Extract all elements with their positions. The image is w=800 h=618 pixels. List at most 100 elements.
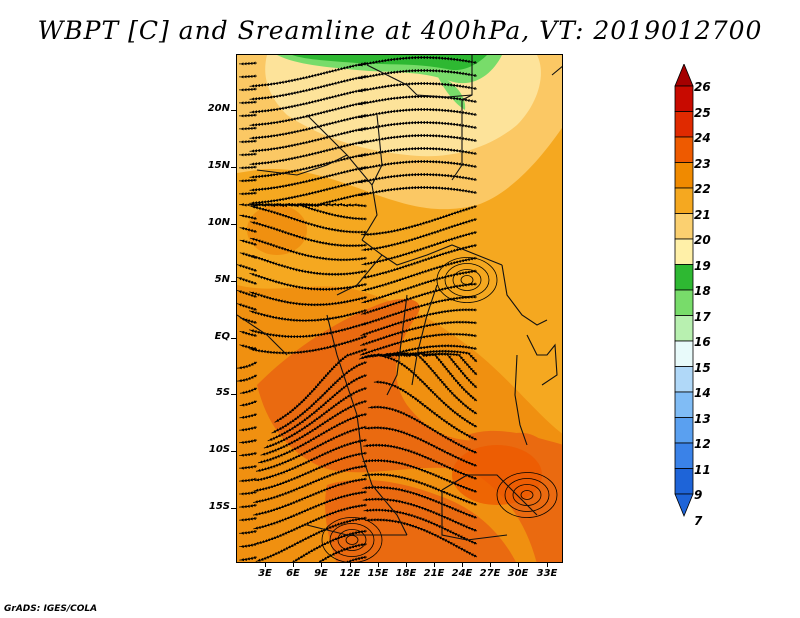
lon-label: 21E (423, 568, 445, 579)
lon-tick (265, 563, 266, 567)
streamline (239, 529, 258, 535)
streamline-vortex (436, 257, 498, 303)
colorbar-segment (674, 111, 694, 138)
lon-label: 33E (536, 568, 558, 579)
colorbar-scale (674, 62, 694, 518)
country-boundaries (237, 55, 562, 541)
colorbar-label: 25 (694, 105, 711, 120)
colorbar-top-arrow (674, 62, 694, 87)
colorbar-label: 14 (694, 386, 711, 400)
colorbar-label: 20 (694, 233, 711, 247)
lon-tick (406, 563, 407, 567)
streamline-vortex (460, 275, 474, 285)
streamline (239, 464, 258, 470)
colorbar-segment (674, 340, 694, 367)
colorbar-segment (674, 366, 694, 393)
streamline (357, 146, 478, 158)
lat-label: 5S (215, 387, 230, 398)
streamline (239, 490, 258, 496)
colorbar-label: 19 (694, 258, 711, 273)
streamline (249, 272, 368, 291)
colorbar-label: 26 (694, 80, 711, 94)
lon-tick (434, 563, 435, 567)
lat-tick (231, 224, 236, 225)
streamline-vortex (444, 263, 490, 297)
lon-label: 24E (451, 568, 473, 579)
streamline-vortex (337, 529, 367, 551)
streamline (239, 516, 258, 522)
wbpt-field-map (237, 55, 562, 562)
lon-label: 15E (367, 568, 389, 579)
colorbar-segment (674, 315, 694, 342)
colorbar-label: 18 (694, 284, 711, 298)
map-panel (236, 54, 563, 563)
streamline-vortex (321, 517, 383, 562)
field-23-patch-sw (542, 480, 562, 562)
streamline (357, 172, 478, 184)
streamline (345, 555, 368, 562)
lon-tick (518, 563, 519, 567)
lon-label: 6E (286, 568, 300, 579)
streamline-vortex (496, 472, 558, 518)
colorbar-label: 11 (694, 462, 711, 477)
colorbar-segment (674, 442, 694, 469)
colorbar-label: 24 (694, 131, 711, 145)
lat-label: EQ (214, 331, 230, 342)
streamline (249, 291, 368, 307)
lat-tick (231, 508, 236, 509)
colorbar-segment (674, 136, 694, 163)
lat-label: 10N (207, 217, 230, 228)
streamline-vortex (329, 523, 375, 557)
streamline (237, 374, 258, 383)
lon-label: 18E (395, 568, 417, 579)
colorbar (672, 62, 696, 560)
lat-tick (231, 451, 236, 452)
lon-label: 9E (314, 568, 328, 579)
streamline (357, 55, 478, 67)
lon-label: 30E (507, 568, 529, 579)
streamline (239, 555, 258, 562)
colorbar-segment (674, 162, 694, 189)
colorbar-label: 13 (694, 411, 711, 426)
colorbar-label: 22 (694, 182, 711, 196)
lon-tick (462, 563, 463, 567)
streamline (239, 451, 258, 457)
colorbar-label: 16 (694, 335, 711, 349)
lon-label: 3E (258, 568, 272, 579)
streamline (357, 159, 478, 171)
lon-tick (547, 563, 548, 567)
colorbar-segment (674, 391, 694, 418)
streamline (239, 344, 258, 351)
lat-tick (231, 110, 236, 111)
streamline (318, 542, 368, 562)
streamline (357, 94, 478, 106)
colorbar-label: 9 (694, 488, 703, 502)
streamline-vortex (520, 490, 534, 500)
colorbar-label: 17 (694, 309, 711, 324)
streamline (239, 412, 258, 419)
lat-tick (231, 394, 236, 395)
lat-tick (231, 338, 236, 339)
map-title: WBPT [C] and Sreamline at 400hPa, VT: 20… (37, 16, 763, 45)
streamline (357, 185, 478, 197)
streamline (239, 503, 258, 509)
lat-label: 15S (208, 501, 230, 512)
lon-label: 27E (479, 568, 501, 579)
streamline (239, 542, 258, 548)
streamline (239, 400, 258, 407)
colorbar-segment (674, 238, 694, 265)
colorbar-label: 23 (694, 156, 711, 171)
colorbar-segment (674, 417, 694, 444)
lon-tick (321, 563, 322, 567)
streamline (239, 387, 258, 395)
colorbar-label: 15 (694, 360, 711, 375)
streamline (239, 425, 258, 432)
streamline (357, 133, 478, 145)
lat-label: 15N (207, 160, 230, 171)
streamline (239, 477, 258, 483)
streamline (239, 438, 258, 444)
colorbar-label: 7 (694, 513, 703, 528)
streamline-vortex (504, 478, 550, 512)
lat-label: 10S (208, 444, 230, 455)
streamline-vortex (452, 269, 482, 291)
